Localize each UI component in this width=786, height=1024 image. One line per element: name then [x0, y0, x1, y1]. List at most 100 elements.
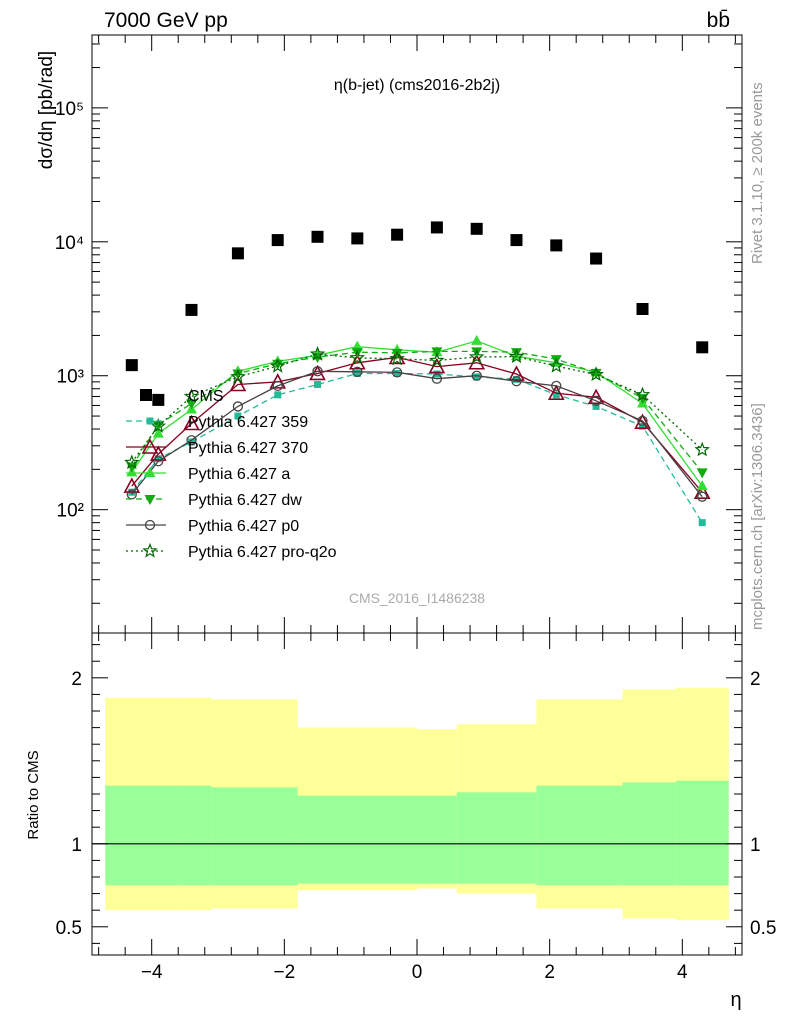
data-point — [272, 359, 284, 370]
data-point — [430, 221, 443, 234]
series-line — [131, 353, 703, 463]
data-point — [551, 380, 562, 392]
data-point — [468, 348, 485, 364]
data-point — [636, 302, 649, 315]
data-point — [550, 239, 563, 252]
main-title: η(b-jet) (cms2016-2b2j) — [334, 77, 500, 94]
legend-label: Pythia 6.427 pro-q2o — [188, 544, 337, 561]
legend-label: Pythia 6.427 dw — [188, 492, 302, 509]
x-tick-label: −4 — [141, 962, 163, 983]
legend: CMS Pythia 6.427 359 Pythia 6.427 370 Pythi… — [126, 388, 337, 561]
data-point — [634, 413, 651, 429]
uncertainty-band-inner — [211, 787, 298, 886]
data-point — [471, 347, 483, 358]
data-point — [351, 348, 363, 359]
legend-item: Pythia 6.427 a — [126, 466, 290, 483]
data-point — [353, 369, 361, 377]
ratio-y-tick-label-right: 0.5 — [750, 918, 776, 939]
data-point — [186, 435, 197, 446]
legend-marker — [140, 389, 152, 401]
data-point — [393, 369, 401, 377]
series-pythia-6-427-dw — [126, 347, 708, 479]
series-pythia-6-427-pro-q2o — [124, 345, 710, 470]
data-point — [696, 480, 708, 491]
mcplots-label: mcplots.cern.ch [arXiv:1306.3436] — [749, 403, 766, 630]
data-point — [391, 228, 404, 241]
legend-marker — [144, 519, 156, 531]
x-tick-label: 4 — [677, 962, 688, 983]
data-point — [269, 373, 287, 389]
data-point — [511, 376, 522, 387]
data-point — [183, 414, 200, 431]
data-point — [429, 352, 445, 368]
data-point — [274, 391, 282, 399]
ratio-y-tick-label-right: 2 — [750, 669, 761, 690]
ratio-y-tick-label: 1 — [71, 835, 82, 856]
ratio-y-tick-label: 2 — [71, 669, 82, 690]
main-y-tick-label: 10⁵ — [55, 99, 84, 120]
legend-label: CMS — [188, 388, 224, 405]
ratio-plot-panel: 0.5 0.5 1 1 2 2 −4 −2 0 2 4 Ratio to CMS η — [25, 632, 776, 1011]
data-point — [230, 368, 246, 384]
ratio-y-axis-label: Ratio to CMS — [25, 750, 42, 839]
uncertainty-band-inner — [622, 782, 676, 886]
data-point — [471, 334, 483, 345]
data-point — [349, 349, 366, 365]
data-point — [510, 348, 522, 359]
legend-label: Pythia 6.427 a — [188, 466, 290, 483]
data-point — [548, 357, 565, 373]
data-point — [590, 395, 602, 406]
data-point — [637, 415, 648, 427]
data-point — [232, 401, 244, 412]
data-point — [391, 367, 403, 378]
data-point — [352, 366, 363, 377]
data-point — [351, 232, 364, 245]
uncertainty-band-inner — [105, 785, 179, 886]
x-axis-label: η — [730, 989, 741, 1011]
legend-item: Pythia 6.427 370 — [126, 438, 308, 457]
uncertainty-band-inner — [675, 780, 729, 886]
data-point — [314, 381, 322, 389]
data-point — [389, 350, 405, 366]
legend-item: CMS — [140, 388, 224, 405]
data-point — [150, 418, 167, 433]
uncertainty-band-inner — [536, 785, 623, 886]
data-point — [185, 399, 197, 410]
data-point — [697, 491, 708, 502]
data-point — [587, 388, 605, 405]
data-point — [471, 370, 482, 381]
data-point — [125, 359, 138, 372]
data-point — [269, 357, 286, 373]
data-point — [470, 222, 483, 235]
data-point — [123, 477, 141, 493]
data-point — [185, 303, 198, 316]
data-point — [552, 391, 560, 399]
data-point — [311, 230, 324, 243]
data-point — [473, 373, 481, 381]
data-point — [231, 247, 244, 260]
data-point — [547, 384, 565, 401]
data-point — [229, 375, 247, 392]
data-point — [272, 380, 283, 392]
series-line — [131, 370, 703, 498]
uncertainty-band-inner — [456, 792, 537, 884]
ratio-y-tick-label-right: 1 — [750, 835, 761, 856]
main-y-tick-label: 10² — [57, 501, 84, 522]
data-point — [639, 422, 647, 430]
legend-item: Pythia 6.427 pro-q2o — [126, 542, 337, 561]
data-point — [153, 456, 164, 467]
data-point — [152, 427, 164, 438]
main-y-tick-label: 10⁴ — [55, 233, 84, 254]
series-cms — [125, 221, 709, 406]
legend-item: Pythia 6.427 dw — [126, 492, 302, 509]
data-point — [508, 348, 525, 364]
data-point — [592, 402, 600, 410]
main-y-tick-label: 10³ — [57, 367, 84, 388]
uncertainty-band-inner — [297, 795, 417, 884]
data-point — [312, 366, 323, 377]
data-point — [309, 345, 326, 361]
data-point — [634, 386, 651, 402]
legend-item: Pythia 6.427 359 — [126, 414, 308, 431]
data-point — [694, 441, 710, 457]
